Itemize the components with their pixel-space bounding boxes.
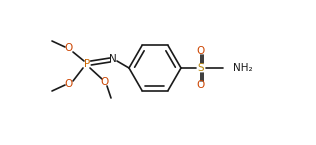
Text: P: P: [84, 59, 90, 69]
Text: O: O: [101, 77, 109, 87]
Text: O: O: [197, 80, 205, 90]
Text: S: S: [198, 63, 204, 73]
Text: O: O: [65, 79, 73, 89]
Text: O: O: [197, 46, 205, 56]
Text: O: O: [65, 43, 73, 53]
Text: NH₂: NH₂: [233, 63, 252, 73]
Text: N: N: [109, 54, 117, 64]
